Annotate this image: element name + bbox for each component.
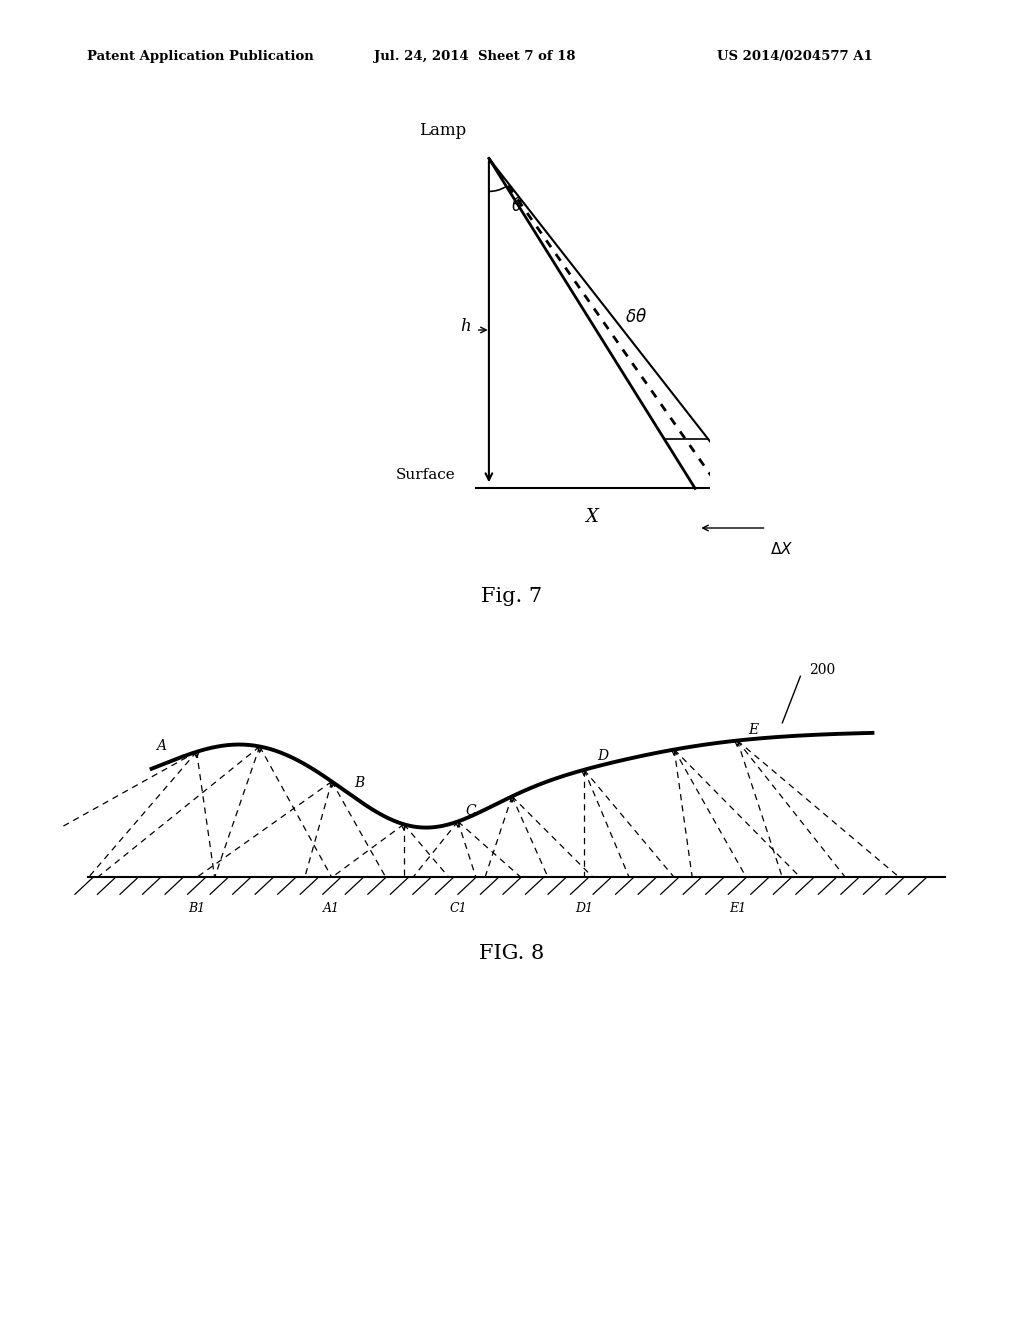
Text: FIG. 8: FIG. 8 [479, 944, 545, 962]
Text: h: h [460, 318, 471, 335]
Text: X: X [586, 508, 598, 527]
Text: Jul. 24, 2014  Sheet 7 of 18: Jul. 24, 2014 Sheet 7 of 18 [374, 50, 575, 63]
Text: C1: C1 [450, 902, 467, 915]
Text: C: C [465, 804, 476, 818]
Text: Patent Application Publication: Patent Application Publication [87, 50, 313, 63]
Text: 200: 200 [809, 663, 836, 677]
Text: $\delta\theta$: $\delta\theta$ [625, 308, 647, 326]
Text: Surface: Surface [396, 467, 456, 482]
Text: Lamp: Lamp [419, 121, 466, 139]
Text: $\theta$: $\theta$ [511, 197, 523, 215]
Text: B1: B1 [188, 902, 205, 915]
Text: B: B [354, 776, 365, 789]
Text: $\Delta X$: $\Delta X$ [770, 541, 793, 557]
Text: A: A [156, 739, 166, 752]
Text: Fig. 7: Fig. 7 [481, 587, 543, 606]
Text: US 2014/0204577 A1: US 2014/0204577 A1 [717, 50, 872, 63]
Text: D1: D1 [575, 902, 593, 915]
Text: E1: E1 [729, 902, 745, 915]
Text: E: E [749, 723, 758, 737]
Text: A1: A1 [324, 902, 340, 915]
Text: D: D [598, 748, 608, 763]
